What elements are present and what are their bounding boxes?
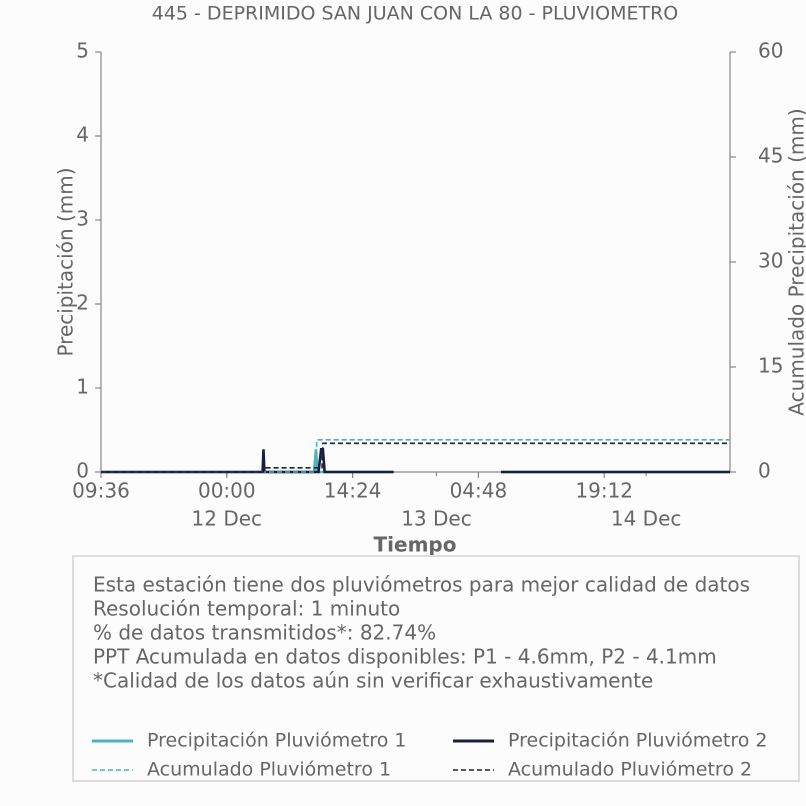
x-date-label: 12 Dec xyxy=(192,507,263,531)
legend-label: Acumulado Pluviómetro 2 xyxy=(508,759,752,781)
y-axis-label: Precipitación (mm) xyxy=(54,167,78,356)
y2-tick-label: 0 xyxy=(758,459,771,483)
info-text: Resolución temporal: 1 minuto xyxy=(93,597,400,621)
y2-tick-label: 60 xyxy=(758,39,783,63)
legend-label: Precipitación Pluviómetro 1 xyxy=(147,730,407,752)
info-text: Esta estación tiene dos pluviómetros par… xyxy=(93,573,750,597)
x-tick-label: 04:48 xyxy=(450,479,508,503)
series-line xyxy=(101,439,730,473)
info-text: *Calidad de los datos aún sin verificar … xyxy=(93,669,653,693)
x-axis-label: Tiempo xyxy=(374,533,457,557)
y-tick-label: 1 xyxy=(76,375,89,399)
legend-label: Acumulado Pluviómetro 1 xyxy=(147,759,391,781)
y-tick-label: 5 xyxy=(76,39,89,63)
y-tick-label: 0 xyxy=(76,459,89,483)
y2-tick-label: 30 xyxy=(758,249,783,273)
x-date-label: 14 Dec xyxy=(611,507,682,531)
x-tick-label: 00:00 xyxy=(198,479,256,503)
y2-tick-label: 15 xyxy=(758,354,783,378)
series-line xyxy=(101,442,730,473)
info-text: PPT Acumulada en datos disponibles: P1 -… xyxy=(93,645,717,669)
series-line xyxy=(101,448,394,474)
legend-label: Precipitación Pluviómetro 2 xyxy=(508,730,768,752)
info-text: % de datos transmitidos*: 82.74% xyxy=(93,621,436,645)
x-tick-label: 09:36 xyxy=(72,479,130,503)
y-tick-label: 3 xyxy=(76,207,89,231)
info-box xyxy=(72,555,800,782)
y-tick-label: 4 xyxy=(76,123,89,147)
series-line xyxy=(101,449,394,474)
y2-tick-label: 45 xyxy=(758,144,783,168)
y2-axis-label: Acumulado Precipitación (mm) xyxy=(785,108,806,415)
y-tick-label: 2 xyxy=(76,291,89,315)
x-date-label: 13 Dec xyxy=(401,507,472,531)
chart-title: 445 - DEPRIMIDO SAN JUAN CON LA 80 - PLU… xyxy=(152,3,679,25)
x-tick-label: 19:12 xyxy=(575,479,633,503)
x-tick-label: 14:24 xyxy=(324,479,382,503)
